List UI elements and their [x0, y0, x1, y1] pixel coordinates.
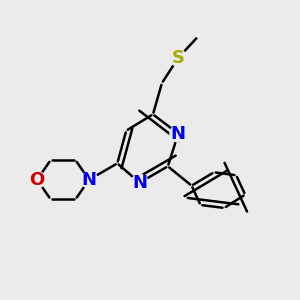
Circle shape: [170, 125, 187, 142]
Circle shape: [81, 171, 98, 188]
Circle shape: [29, 171, 45, 188]
Text: S: S: [172, 49, 185, 67]
Text: N: N: [171, 125, 186, 143]
Text: N: N: [132, 174, 147, 192]
Text: N: N: [82, 171, 97, 189]
Circle shape: [170, 50, 187, 66]
Circle shape: [131, 174, 148, 191]
Text: O: O: [29, 171, 45, 189]
